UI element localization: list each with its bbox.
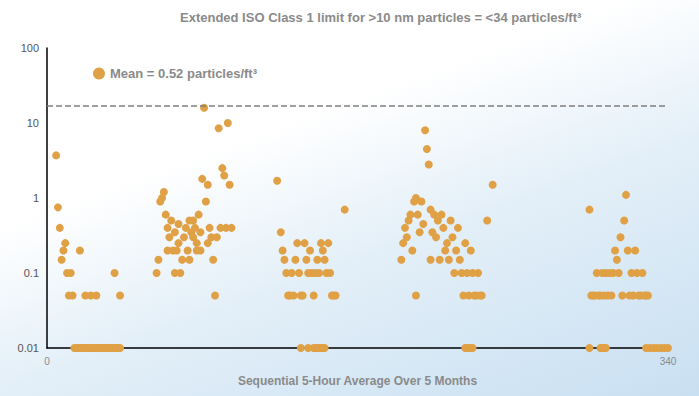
svg-text:10: 10 bbox=[27, 117, 39, 129]
svg-text:1: 1 bbox=[33, 192, 39, 204]
svg-text:0.1: 0.1 bbox=[24, 267, 39, 279]
svg-text:Mean = 0.52 particles/ft³: Mean = 0.52 particles/ft³ bbox=[110, 66, 258, 81]
svg-text:0: 0 bbox=[44, 356, 50, 367]
svg-text:100: 100 bbox=[21, 42, 39, 54]
svg-text:Sequential 5-Hour Average Over: Sequential 5-Hour Average Over 5 Months bbox=[238, 374, 477, 388]
svg-text:Extended ISO Class 1 limit for: Extended ISO Class 1 limit for >10 nm pa… bbox=[180, 10, 582, 25]
svg-text:0.01: 0.01 bbox=[18, 342, 39, 354]
svg-text:340: 340 bbox=[660, 356, 677, 367]
